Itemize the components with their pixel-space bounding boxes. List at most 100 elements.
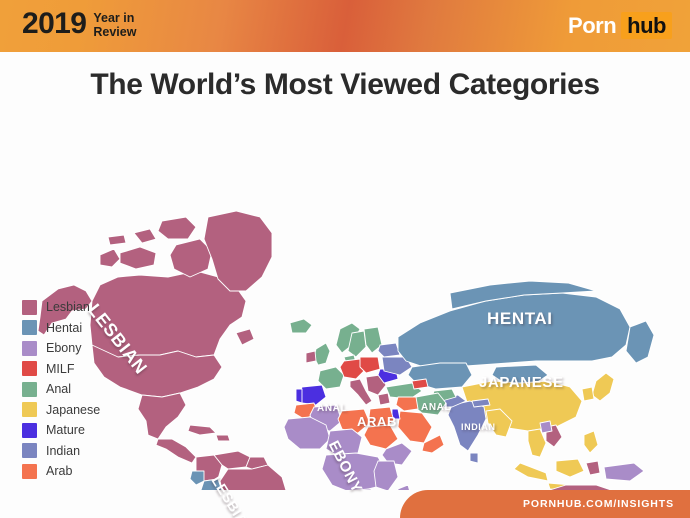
country-bangladesh-myanmar (485, 408, 513, 438)
island-arctic-small-1 (133, 228, 157, 244)
world-map: LESBIAN LESBIAN LESBIAN HENTAI JAPANESE … (0, 105, 690, 518)
country-italy (349, 378, 373, 406)
island-arctic-small-2 (107, 234, 127, 246)
country-japan (591, 372, 615, 402)
country-alaska (37, 284, 93, 336)
header-year-block: 2019 Year in Review (22, 8, 136, 40)
region-middle-east (385, 378, 447, 454)
country-philippines (583, 430, 599, 454)
country-portugal (295, 388, 303, 404)
country-finland (363, 326, 383, 354)
island-hispaniola (215, 434, 231, 442)
region-africa (283, 402, 413, 490)
legend-label-mature: Mature (46, 423, 85, 438)
country-belarus-baltics (377, 342, 401, 358)
region-siberia-north (449, 280, 597, 310)
legend-swatch-indian (22, 443, 37, 459)
country-yemen-oman (421, 434, 445, 454)
island-newfoundland (235, 328, 255, 346)
page-footer: PORNHUB.COM/INSIGHTS (0, 490, 690, 518)
country-ethiopia-horn (381, 442, 413, 466)
country-mexico (137, 392, 187, 440)
year-in-review-label: Year in Review (93, 8, 136, 39)
country-india (447, 400, 487, 452)
region-europe (289, 318, 413, 406)
legend-swatch-arab (22, 463, 37, 479)
legend-label-anal: Anal (46, 382, 72, 397)
country-mongolia (491, 364, 549, 384)
country-borneo (555, 458, 585, 478)
country-southern-africa (348, 488, 374, 490)
region-central-america (155, 438, 197, 464)
country-sweden (347, 330, 367, 358)
legend-item-arab[interactable]: Arab (22, 461, 127, 482)
country-ukraine (381, 356, 413, 376)
country-srilanka (469, 452, 479, 464)
island-baffin (169, 238, 213, 278)
pornhub-logo[interactable]: Porn hub (568, 12, 672, 39)
legend-swatch-ebony (22, 340, 37, 356)
legend-item-anal[interactable]: Anal (22, 379, 127, 400)
country-indonesia-sumatra (513, 462, 549, 482)
footer-band (400, 490, 690, 518)
country-saudi-arabia (397, 410, 433, 444)
legend-swatch-lesbian (22, 299, 37, 315)
legend-item-milf[interactable]: MILF (22, 359, 127, 380)
country-east-africa (373, 460, 399, 490)
world-map-svg (37, 210, 655, 490)
country-peru (200, 478, 223, 490)
country-australia (548, 484, 613, 490)
country-nepal (471, 398, 491, 408)
country-thailand-peninsula (527, 428, 547, 458)
country-greece (377, 392, 391, 406)
island-cuba (187, 424, 217, 436)
legend-label-lesbian: Lesbian (46, 300, 90, 315)
year-in-review-line2: Review (93, 24, 137, 39)
region-kamchatka (625, 320, 655, 364)
country-brazil (219, 464, 287, 490)
country-korea (581, 386, 595, 402)
country-usa (91, 344, 223, 398)
region-russia (397, 280, 655, 390)
legend-item-lesbian[interactable]: Lesbian (22, 297, 127, 318)
legend-item-hentai[interactable]: Hentai (22, 318, 127, 339)
legend-item-mature[interactable]: Mature (22, 420, 127, 441)
legend-item-indian[interactable]: Indian (22, 441, 127, 462)
year-in-review-line1: Year in (93, 11, 135, 25)
country-madagascar (397, 484, 410, 490)
map-legend: Lesbian Hentai Ebony MILF Anal Japanese … (22, 297, 127, 482)
legend-swatch-hentai (22, 320, 37, 336)
legend-swatch-mature (22, 422, 37, 438)
country-sulawesi (585, 460, 601, 476)
island-victoria (119, 246, 157, 270)
country-russia (397, 292, 631, 368)
legend-label-ebony: Ebony (46, 341, 82, 356)
country-poland (359, 356, 381, 374)
country-west-africa (283, 416, 331, 450)
region-east-asia (461, 372, 645, 490)
country-papua (603, 462, 645, 482)
country-caucasus (411, 378, 429, 390)
country-iraq-syria (395, 396, 419, 412)
legend-item-ebony[interactable]: Ebony (22, 338, 127, 359)
legend-label-hentai: Hentai (46, 320, 83, 335)
legend-label-indian: Indian (46, 443, 81, 458)
legend-swatch-japanese (22, 402, 37, 418)
legend-item-japanese[interactable]: Japanese (22, 400, 127, 421)
legend-swatch-milf (22, 361, 37, 377)
region-north-america (37, 210, 273, 464)
country-uk (313, 342, 331, 366)
legend-label-arab: Arab (46, 464, 73, 479)
country-libya (337, 408, 371, 434)
country-france (317, 366, 345, 390)
region-oceania (548, 484, 613, 490)
country-laos (539, 420, 553, 434)
region-south-america (189, 450, 287, 490)
country-balkans (365, 374, 387, 396)
country-sudan (363, 424, 399, 450)
country-ireland (305, 350, 317, 364)
country-turkey (385, 382, 423, 400)
footer-url[interactable]: PORNHUB.COM/INSIGHTS (522, 498, 674, 510)
country-greenland (203, 210, 273, 292)
